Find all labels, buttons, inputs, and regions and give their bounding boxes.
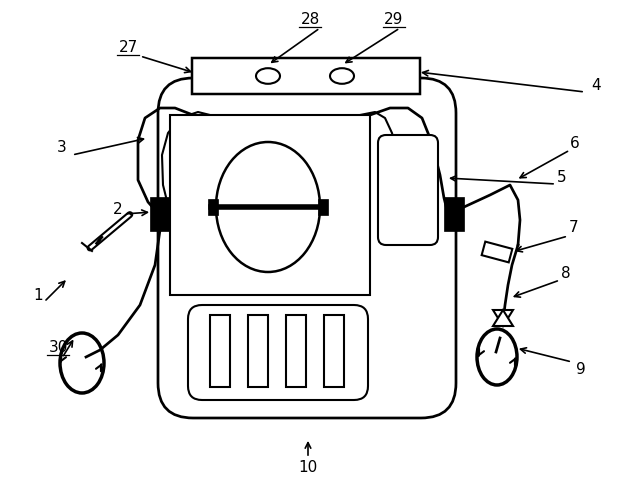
Polygon shape <box>493 310 513 326</box>
Bar <box>482 242 512 262</box>
Bar <box>286 315 306 387</box>
Text: 8: 8 <box>561 267 571 282</box>
Ellipse shape <box>330 68 354 84</box>
Bar <box>192 58 420 94</box>
Bar <box>324 315 344 387</box>
Text: 1: 1 <box>33 287 43 302</box>
Ellipse shape <box>216 142 320 272</box>
Text: 6: 6 <box>570 136 580 151</box>
Text: 30: 30 <box>48 341 68 355</box>
Text: 7: 7 <box>569 221 579 236</box>
Text: 29: 29 <box>384 13 404 28</box>
Bar <box>170 115 370 295</box>
Bar <box>208 199 218 215</box>
Bar <box>248 315 268 387</box>
Text: 4: 4 <box>591 77 601 93</box>
Text: 10: 10 <box>298 460 317 475</box>
FancyBboxPatch shape <box>158 78 456 418</box>
Text: 27: 27 <box>118 41 138 56</box>
Ellipse shape <box>256 68 280 84</box>
Bar <box>444 197 464 231</box>
Text: 28: 28 <box>300 13 320 28</box>
Text: 9: 9 <box>576 363 586 378</box>
Text: 2: 2 <box>113 202 123 217</box>
FancyBboxPatch shape <box>188 305 368 400</box>
Bar <box>210 315 230 387</box>
Text: 3: 3 <box>57 141 67 156</box>
FancyBboxPatch shape <box>378 135 438 245</box>
Bar <box>318 199 328 215</box>
Polygon shape <box>493 310 513 326</box>
Bar <box>150 197 170 231</box>
Text: 5: 5 <box>557 170 567 185</box>
